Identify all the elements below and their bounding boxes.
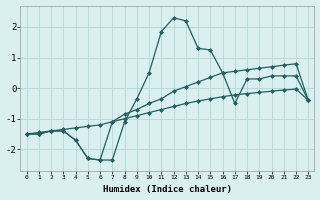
X-axis label: Humidex (Indice chaleur): Humidex (Indice chaleur) [103,185,232,194]
